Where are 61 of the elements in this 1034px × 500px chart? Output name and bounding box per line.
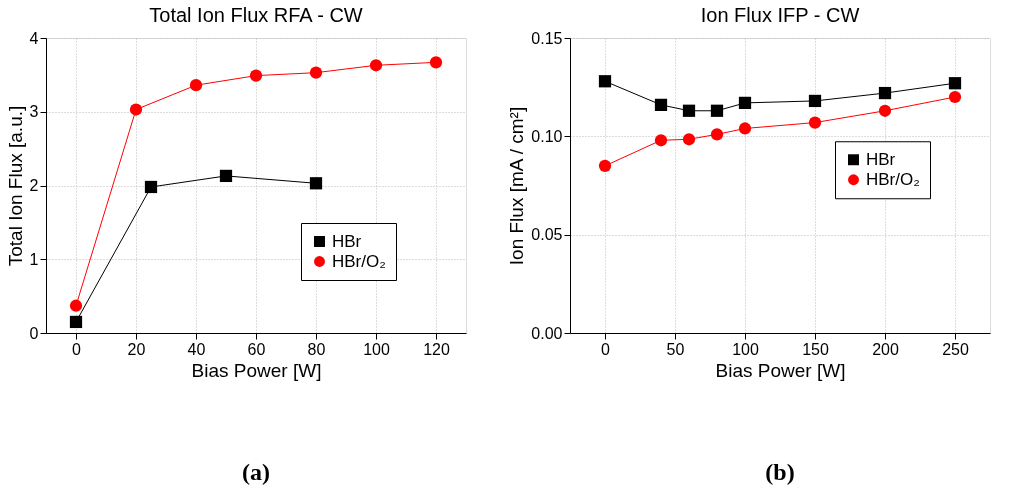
point [654,98,668,111]
x-tick-label: 0 [72,340,82,358]
y-tick-label: 4 [29,29,39,47]
point [309,66,323,79]
y-tick-label: 0.05 [531,226,563,244]
x-tick-label: 200 [872,340,899,358]
x-tick-label: 0 [601,340,611,358]
point [249,69,263,82]
point [429,56,443,69]
x-tick-label: 60 [247,340,266,358]
point [808,116,822,129]
point [144,180,158,194]
legend-label: HBr [866,149,896,169]
y-tick-label: 1 [29,250,39,268]
x-tick-label: 100 [363,340,390,358]
x-tick-label: 40 [187,340,206,358]
chart-title: Ion Flux IFP - CW [700,4,860,26]
point [654,134,668,147]
point [598,75,612,88]
legend-label: HBr/O₂ [866,169,920,189]
point [189,79,203,92]
point [219,169,233,183]
point [309,177,323,190]
point [598,159,612,172]
y-tick-label: 0 [29,324,39,342]
point [878,86,892,100]
y-tick-label: 0.10 [531,127,563,145]
point [948,90,962,104]
y-tick-label: 3 [29,103,39,121]
point [682,104,696,117]
point [710,128,724,141]
y-tick-label: 0.00 [531,324,563,342]
y-tick-label: 0.15 [531,29,563,47]
x-tick-label: 80 [307,340,326,358]
x-tick-label: 50 [666,340,685,358]
point [948,77,962,90]
x-axis-title: Bias Power [W] [715,359,846,381]
legend-label: HBr/O₂ [332,251,386,271]
point [129,103,143,116]
legend-label: HBr [332,231,362,251]
point [738,96,752,110]
point [710,104,724,117]
point [808,94,822,108]
x-tick-label: 100 [732,340,759,358]
point [69,299,83,312]
x-tick-label: 150 [802,340,829,358]
x-tick-label: 120 [423,340,450,358]
point [738,122,752,135]
x-axis-title: Bias Power [W] [191,359,322,381]
point [878,104,892,117]
chart-title: Total Ion Flux RFA - CW [149,4,363,26]
y-axis-title: Ion Flux [mA / cm²] [506,106,528,266]
point [682,133,696,146]
text: (a) [242,459,270,485]
x-tick-label: 250 [942,340,969,358]
y-tick-label: 2 [29,177,39,194]
x-tick-label: 20 [127,340,146,358]
text: (b) [765,459,795,485]
point [369,59,383,72]
point [69,315,83,329]
y-axis-title: Total Ion Flux [a.u.] [4,105,26,267]
